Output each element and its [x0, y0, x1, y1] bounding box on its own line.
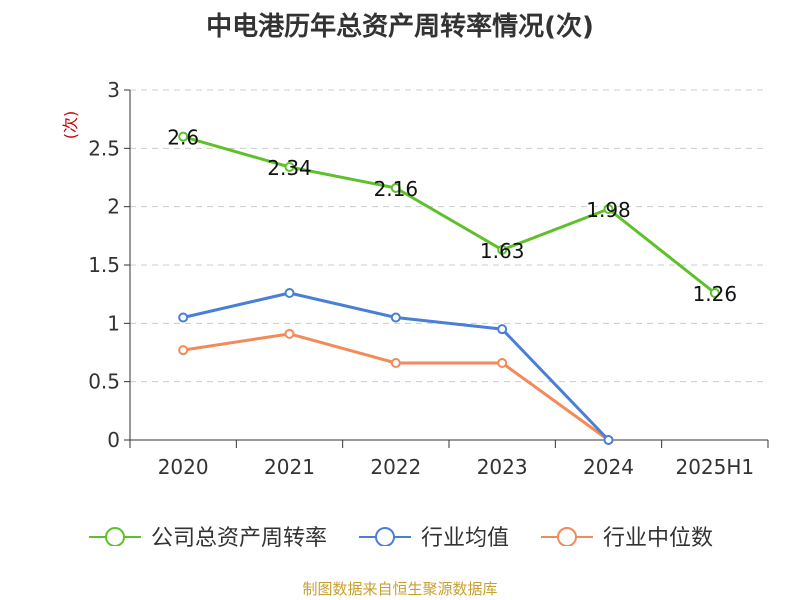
legend-item: 行业中位数 — [539, 520, 713, 552]
data-labels: 2.6 2.34 2.16 1.63 1.98 1.26 — [167, 126, 737, 306]
y-tick-label: 2 — [107, 195, 120, 219]
legend-swatch-marker — [104, 527, 125, 546]
y-tick-label: 1 — [107, 311, 120, 335]
series-line — [182, 135, 716, 295]
x-tick-label: 2021 — [264, 455, 315, 479]
data-point — [284, 288, 295, 298]
data-point — [284, 162, 295, 172]
legend-swatch-icon — [541, 527, 593, 546]
data-label: 1.98 — [586, 198, 631, 222]
x-tick-label: 2023 — [477, 455, 528, 479]
data-point — [390, 312, 401, 323]
data-point — [497, 358, 508, 368]
x-tick-label: 2020 — [158, 455, 209, 479]
y-tick-label: 3 — [107, 78, 120, 102]
legend-label: 公司总资产周转率 — [150, 526, 327, 551]
data-point — [390, 358, 401, 368]
data-point — [178, 312, 189, 323]
legend-label: 行业均值 — [420, 526, 509, 551]
data-point — [497, 324, 508, 335]
legend-swatch-icon — [358, 527, 411, 546]
x-tick-label: 2025H1 — [675, 455, 754, 479]
y-tick-label: 2.5 — [88, 136, 120, 160]
chart-legend: 公司总资产周转率 行业均值 行业中位数 — [0, 520, 800, 552]
data-label: 2.34 — [267, 156, 312, 180]
data-point — [284, 328, 295, 339]
data-point — [178, 131, 189, 142]
source-note: 制图数据来自恒生聚源数据库 — [302, 580, 498, 598]
legend-swatch-marker — [374, 527, 395, 546]
y-tick-label: 1.5 — [88, 253, 120, 277]
legend-item: 行业均值 — [357, 520, 509, 552]
x-tick-label: 2022 — [370, 455, 421, 479]
legend-item: 公司总资产周转率 — [87, 520, 327, 552]
x-tick-label: 2024 — [583, 455, 634, 479]
y-axis-unit-label: (次) — [61, 111, 80, 140]
legend-swatch-icon — [88, 527, 141, 546]
series-lines — [178, 131, 720, 445]
legend-label: 行业中位数 — [603, 526, 714, 551]
data-point — [178, 345, 189, 356]
y-tick-label: 0 — [107, 428, 120, 452]
grid-lines — [130, 89, 768, 383]
data-point — [390, 183, 401, 193]
axes: 0 0.5 1 1.5 2 2.5 3 2020 2021 2022 2023 2024 2025H1 — [88, 78, 769, 479]
y-tick-label: 0.5 — [88, 370, 120, 394]
data-point — [603, 435, 614, 445]
legend-swatch-marker — [557, 527, 577, 546]
data-label: 2.16 — [374, 177, 419, 201]
data-label: 1.63 — [480, 239, 525, 263]
data-label: 2.6 — [167, 126, 199, 150]
data-point — [603, 204, 614, 214]
series-line — [182, 332, 610, 442]
chart-title: 中电港历年总资产周转率情况(次) — [206, 12, 594, 42]
data-point — [709, 288, 720, 298]
data-label: 1.26 — [693, 282, 738, 306]
data-point — [497, 244, 508, 255]
